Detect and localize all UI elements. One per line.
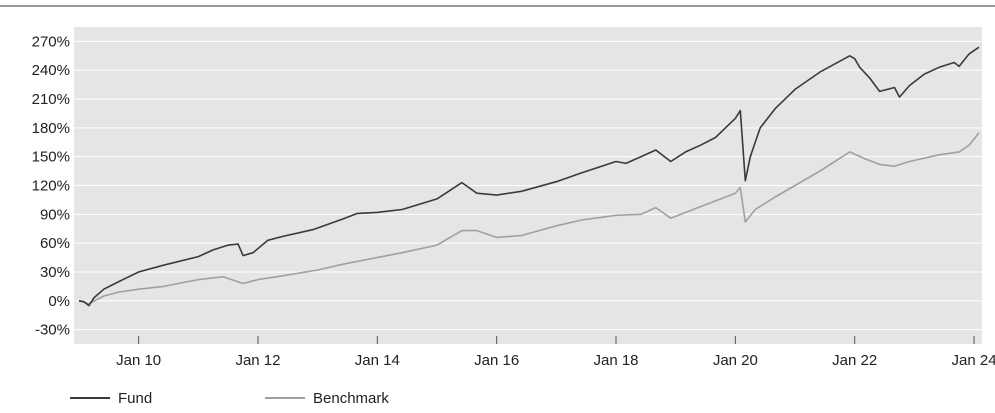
y-tick-label: 180% xyxy=(32,120,70,137)
y-tick-label: 0% xyxy=(48,293,70,310)
x-tick-label: Jan 10 xyxy=(116,352,161,369)
x-axis-ticks: Jan 10 Jan 12 Jan 14 Jan 16 Jan 18 Jan 20 Jan … xyxy=(116,336,995,369)
series-line-benchmark xyxy=(78,132,980,305)
series-line-fund xyxy=(78,46,980,307)
x-tick-label: Jan 20 xyxy=(713,352,758,369)
x-tick-label: Jan 18 xyxy=(593,352,638,369)
y-tick-label: 60% xyxy=(40,235,70,252)
x-tick-label: Jan 24 xyxy=(952,352,995,369)
y-tick-label: -30% xyxy=(35,322,70,339)
y-tick-label: 30% xyxy=(40,264,70,281)
y-tick-label: 90% xyxy=(40,206,70,223)
y-tick-label: 150% xyxy=(32,149,70,166)
series-lines xyxy=(78,46,980,307)
y-tick-label: 210% xyxy=(32,91,70,108)
x-tick-label: Jan 22 xyxy=(832,352,877,369)
y-axis-tick-labels: -30% 0% 30% 60% 90% 120% 150% 180% 210% 240% 270% xyxy=(32,33,70,338)
y-tick-label: 240% xyxy=(32,62,70,79)
legend: Fund Benchmark xyxy=(70,390,389,407)
y-tick-label: 120% xyxy=(32,178,70,195)
legend-label-benchmark: Benchmark xyxy=(313,390,389,407)
y-tick-label: 270% xyxy=(32,33,70,50)
x-tick-label: Jan 14 xyxy=(355,352,400,369)
legend-label-fund: Fund xyxy=(118,390,152,407)
x-tick-label: Jan 12 xyxy=(235,352,280,369)
x-tick-label: Jan 16 xyxy=(474,352,519,369)
grid-lines xyxy=(74,40,982,331)
